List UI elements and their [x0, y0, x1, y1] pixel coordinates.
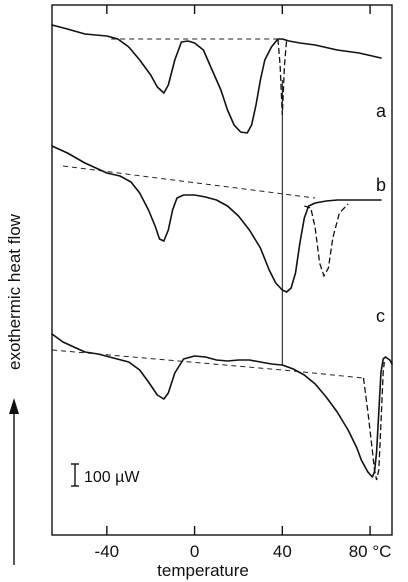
- x-ticks: -40 0 40 80 °C: [95, 5, 392, 561]
- series-label-b: b: [376, 175, 386, 195]
- x-tick-label: -40: [95, 542, 120, 561]
- series-b-curve: [51, 145, 382, 293]
- x-tick-label: 0: [190, 542, 199, 561]
- series-b-baseline: [62, 165, 316, 199]
- x-axis-label: temperature: [157, 561, 249, 580]
- series-b-alt-curve: [304, 203, 349, 278]
- series-c: c: [51, 306, 393, 481]
- series-c-alt-curve: [362, 361, 385, 481]
- series-a-curve: [51, 24, 382, 134]
- series-c-curve: [51, 333, 393, 478]
- scale-bar-label: 100 µW: [84, 469, 140, 486]
- series-a: a: [51, 24, 387, 134]
- plot-frame: [51, 4, 393, 536]
- series-b: b: [51, 145, 386, 293]
- y-axis-label: exothermic heat flow: [5, 213, 24, 370]
- scale-bar: 100 µW: [71, 463, 140, 487]
- x-tick-label: 80 °C: [349, 542, 392, 561]
- series-label-c: c: [376, 306, 385, 326]
- x-tick-label: 40: [273, 542, 292, 561]
- series-layer: a b c: [51, 24, 393, 481]
- y-axis-arrow-head: [9, 398, 19, 414]
- y-axis-label-group: exothermic heat flow: [5, 213, 24, 565]
- series-label-a: a: [376, 101, 387, 121]
